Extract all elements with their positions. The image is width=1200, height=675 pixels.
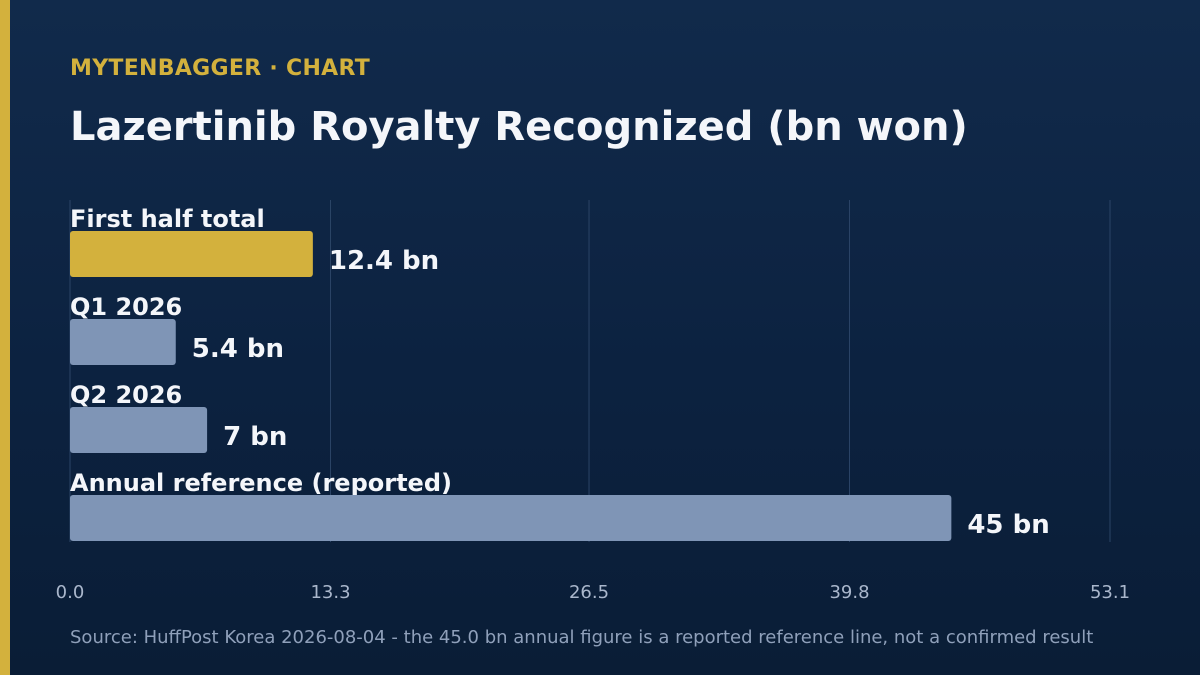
x-tick-label: 26.5 — [569, 582, 609, 603]
brand-label: MYTENBAGGER · CHART — [70, 56, 371, 81]
category-label: Q1 2026 — [70, 293, 182, 321]
x-tick-label: 39.8 — [829, 582, 869, 603]
value-label: 7 bn — [223, 422, 287, 452]
bar — [70, 231, 313, 277]
source-note: Source: HuffPost Korea 2026-08-04 - the … — [70, 627, 1094, 648]
bar — [70, 495, 952, 541]
category-label: First half total — [70, 205, 265, 233]
bars: First half total 12.4 bn Q1 2026 5.4 bn Q2 2… — [70, 205, 1050, 541]
value-label: 5.4 bn — [192, 334, 284, 364]
accent-bar — [0, 0, 10, 675]
x-tick-label: 53.1 — [1090, 582, 1130, 603]
category-label: Annual reference (reported) — [70, 469, 452, 497]
x-tick-label: 13.3 — [310, 582, 350, 603]
value-label: 45 bn — [967, 510, 1049, 540]
chart-title: Lazertinib Royalty Recognized (bn won) — [70, 104, 968, 150]
bar — [70, 319, 176, 365]
x-tick-label: 0.0 — [56, 582, 85, 603]
x-axis-ticks: 0.0 13.3 26.5 39.8 53.1 — [56, 582, 1130, 603]
value-label: 12.4 bn — [329, 246, 439, 276]
bar — [70, 407, 208, 453]
category-label: Q2 2026 — [70, 381, 182, 409]
